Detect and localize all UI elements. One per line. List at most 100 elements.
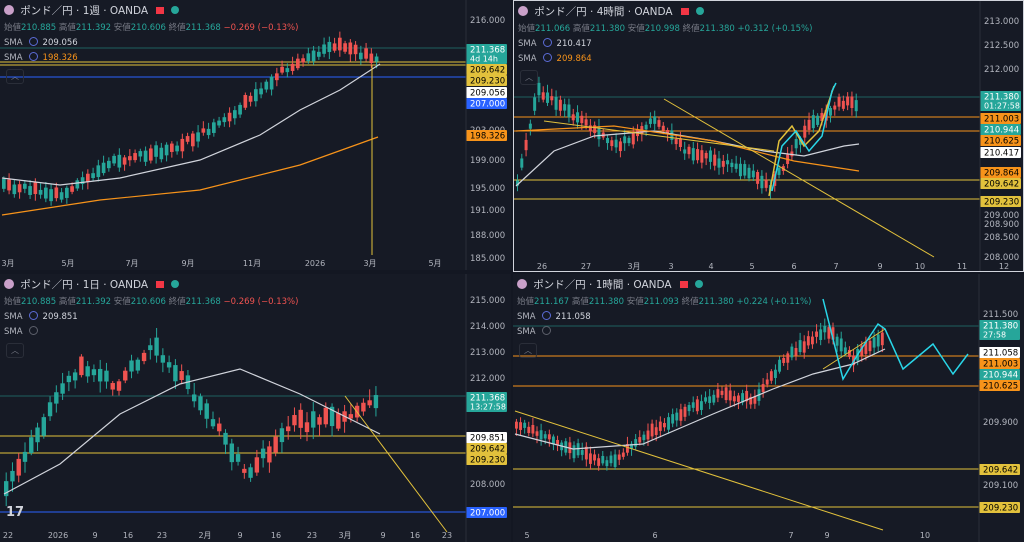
candle-body (683, 149, 687, 154)
candle-body (854, 100, 858, 112)
chart-panel-1h[interactable]: 211.500210.325209.900209.350209.10056791… (513, 274, 1024, 542)
price-tag-countdown: 4d 14h (470, 55, 498, 64)
sma-line (515, 125, 860, 172)
candle-body (66, 375, 72, 383)
price-tag (466, 44, 507, 64)
chart-panel-daily[interactable]: 215.000 214.000 213.000 212.000 208.000 22 202… (0, 274, 511, 542)
candle-body (298, 409, 303, 428)
x-axis-tick-label: 6 (791, 262, 796, 271)
candle-body (737, 395, 740, 402)
chart-panel-weekly[interactable]: 216.000203.000199.000195.000191.000188.0… (0, 0, 511, 270)
candle-body (666, 129, 670, 135)
x-axis-tick-label: 5 (524, 531, 529, 540)
collapse-legend-button[interactable]: ︿ (6, 69, 24, 84)
sma-indicator-2-hidden[interactable]: SMA (517, 326, 556, 337)
price-tag-label: 210.944 (983, 371, 1018, 381)
candle-body (623, 136, 627, 144)
candle-body (23, 183, 27, 189)
candle-body (29, 437, 34, 454)
price-tag-label: 211.368 (470, 394, 505, 404)
candle-body (122, 157, 127, 165)
candle-body (761, 384, 765, 392)
candle-body (738, 163, 742, 177)
y-axis-tick-label: 188.000 (470, 231, 505, 241)
candle-body (815, 331, 818, 337)
price-tag (466, 432, 507, 443)
sma-indicator-1[interactable]: SMA 211.058 (517, 311, 591, 322)
price-tag (466, 87, 507, 98)
candle-body (60, 383, 65, 394)
x-axis-tick-label: 27 (581, 262, 591, 271)
candle-body (515, 421, 518, 429)
ohlc-row: 始値210.885 高値211.392 安値210.606 終値211.368 … (4, 21, 298, 33)
candle-body (648, 118, 652, 124)
price-tag (979, 502, 1020, 513)
price-tag-label: 211.058 (983, 349, 1018, 359)
daily-chart-canvas[interactable]: 215.000 214.000 213.000 212.000 208.000 22 202… (0, 274, 511, 542)
symbol-title[interactable]: ポンド／円 · 1週 · OANDA (20, 5, 149, 17)
candle-body (614, 139, 618, 148)
candle-body (541, 92, 545, 100)
sma-indicator-1[interactable]: SMA 209.851 (4, 311, 78, 322)
candle-body (235, 454, 241, 462)
sma-indicator-2[interactable]: SMA 198.326 (4, 52, 78, 63)
sma-line (514, 348, 886, 450)
price-tag (980, 167, 1021, 178)
price-tag-label: 211.003 (984, 115, 1019, 125)
sma-indicator-2[interactable]: SMA 209.864 (518, 53, 592, 64)
candle-body (550, 96, 554, 101)
ohlc-values: 始値210.885 高値211.392 安値210.606 終値211.368 … (4, 23, 299, 33)
tradingview-logo-icon: 17 (6, 505, 25, 520)
trend-line (663, 98, 935, 258)
candle-body (683, 406, 687, 417)
candle-body (290, 63, 295, 71)
price-tag (466, 130, 507, 141)
weekly-chart-canvas[interactable]: 216.000203.000199.000195.000191.000188.0… (0, 0, 511, 270)
collapse-legend-button[interactable]: ︿ (6, 343, 24, 358)
candle-body (267, 446, 272, 463)
price-tag (979, 320, 1020, 340)
candle-body (720, 390, 724, 395)
candle-body (133, 153, 137, 161)
x-axis-tick-label: 23 (157, 531, 167, 540)
sma-indicator-1[interactable]: SMA 209.056 (4, 37, 78, 48)
candle-body (708, 150, 712, 162)
symbol-title[interactable]: ポンド／円 · 1日 · OANDA (20, 279, 149, 291)
candle-body (876, 334, 880, 347)
candle-body (7, 179, 11, 191)
symbol-title[interactable]: ポンド／円 · 4時間 · OANDA (534, 6, 673, 18)
sma-indicator-1[interactable]: SMA 210.417 (518, 38, 592, 49)
candle-body (546, 92, 550, 103)
y-axis-tick-label: 212.000 (470, 374, 505, 384)
candle-body (54, 392, 59, 404)
ohlc-values: 始値210.885 高値211.392 安値210.606 終値211.368 … (4, 297, 299, 307)
symbol-title[interactable]: ポンド／円 · 1時間 · OANDA (533, 279, 672, 291)
collapse-legend-button[interactable]: ︿ (519, 343, 537, 358)
y-axis-tick-label: 185.000 (470, 254, 505, 264)
candle-body (601, 455, 605, 464)
indicator-icon (28, 311, 38, 320)
candle-body (819, 329, 823, 340)
candle-body (101, 162, 106, 174)
candle-body (552, 436, 555, 445)
candle-body (790, 346, 794, 358)
candle-body (519, 422, 522, 430)
y-axis-tick-label: 214.000 (470, 322, 505, 332)
chart-panel-4h[interactable]: 213.000 212.500 212.000 209.000 208.900 208.5… (513, 0, 1024, 272)
symbol-logo-icon (4, 5, 14, 15)
candle-body (661, 125, 665, 131)
sma-indicator-2-hidden[interactable]: SMA (4, 326, 43, 337)
x-axis-tick-label: 12 (999, 262, 1009, 271)
ohlc-row: 始値210.885 高値211.392 安値210.606 終値211.368 … (4, 295, 298, 307)
x-axis-tick-label: 2月 (198, 531, 211, 540)
candle-body (806, 336, 810, 346)
x-axis-tick-label: 16 (410, 531, 420, 540)
h1-chart-canvas[interactable]: 211.500210.325209.900209.350209.10056791… (513, 274, 1024, 542)
candle-body (292, 415, 297, 426)
candle-body (704, 152, 708, 159)
candle-body (160, 355, 166, 363)
candle-body (170, 143, 174, 152)
candle-body (674, 138, 678, 145)
collapse-legend-button[interactable]: ︿ (520, 70, 538, 85)
